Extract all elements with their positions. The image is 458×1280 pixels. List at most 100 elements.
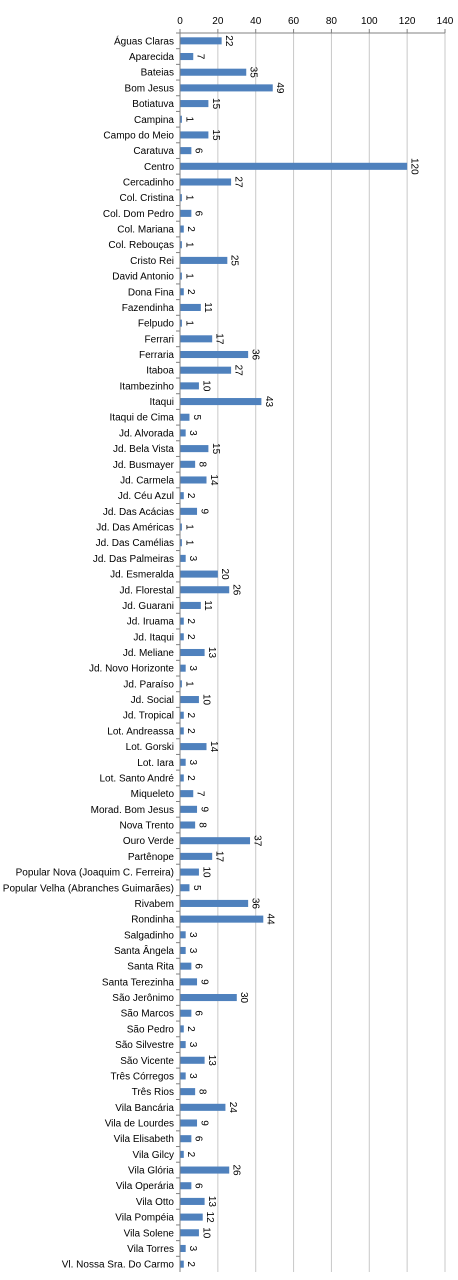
bar <box>180 241 182 249</box>
category-label: São Vicente <box>120 1056 174 1067</box>
data-label: 3 <box>187 932 198 938</box>
bar <box>180 1229 199 1237</box>
data-label: 3 <box>187 1042 198 1048</box>
bar <box>180 131 209 139</box>
bar <box>180 147 192 155</box>
category-label: Aparecida <box>129 52 174 63</box>
data-label: 10 <box>200 1227 211 1239</box>
category-label: São Pedro <box>127 1024 175 1035</box>
data-label: 2 <box>185 618 196 624</box>
data-label: 15 <box>210 129 221 141</box>
bar <box>180 1103 226 1111</box>
x-tick-label: 80 <box>326 16 338 27</box>
bar <box>180 225 184 233</box>
bar <box>180 398 262 406</box>
data-label: 3 <box>187 556 198 562</box>
bar <box>180 476 207 484</box>
category-label: Jd. Das Acácias <box>103 507 174 518</box>
bar <box>180 696 199 704</box>
category-label: Rivabem <box>135 899 174 910</box>
data-label: 6 <box>193 1010 204 1016</box>
bar <box>180 1088 196 1096</box>
category-label: Jd. Meliane <box>123 648 175 659</box>
data-label: 14 <box>208 741 219 753</box>
data-label: 17 <box>214 851 225 863</box>
category-label: Bom Jesus <box>125 83 174 94</box>
bar <box>180 852 213 860</box>
data-label: 13 <box>206 1196 217 1208</box>
bar <box>180 68 247 76</box>
category-label: Morad. Bom Jesus <box>91 805 174 816</box>
category-label: Fazendinha <box>122 303 175 314</box>
data-label: 6 <box>193 963 204 969</box>
data-label: 6 <box>193 1136 204 1142</box>
bar <box>180 1197 205 1205</box>
category-label: Vila Gilcy <box>133 1150 175 1161</box>
x-tick-label: 60 <box>288 16 300 27</box>
category-label: Jd. Carmela <box>120 475 174 486</box>
bar <box>180 507 198 515</box>
bars <box>180 37 408 1268</box>
category-label: Col. Dom Pedro <box>103 209 175 220</box>
category-label: Itambezinho <box>120 381 175 392</box>
bar <box>180 178 232 186</box>
data-label: 2 <box>185 493 196 499</box>
data-label: 3 <box>187 430 198 436</box>
bar <box>180 931 186 939</box>
bar <box>180 492 184 500</box>
data-label: 6 <box>193 211 204 217</box>
x-tick-label: 140 <box>437 16 454 27</box>
bar <box>180 1213 203 1221</box>
category-label: Popular Velha (Abranches Guimarães) <box>3 883 174 894</box>
bar <box>180 335 213 343</box>
category-label: Rondinha <box>131 915 174 926</box>
category-label: Jd. Esmeralda <box>110 570 174 581</box>
data-label: 2 <box>185 1152 196 1158</box>
category-labels: Águas Claras Aparecida Bateias Bom Jesus Bot… <box>3 32 180 1271</box>
data-label: 1 <box>183 242 194 248</box>
data-label: 15 <box>210 98 221 110</box>
bar <box>180 366 232 374</box>
data-label: 6 <box>193 148 204 154</box>
bar <box>180 711 184 719</box>
data-label: 36 <box>250 898 261 910</box>
category-label: Itaqui de Cima <box>110 413 175 424</box>
data-label: 26 <box>231 584 242 596</box>
category-label: Vila Glória <box>128 1166 174 1177</box>
data-label: 1 <box>183 524 194 530</box>
data-label: 10 <box>200 867 211 879</box>
data-label: 20 <box>219 569 230 581</box>
category-label: Jd. Paraíso <box>123 679 174 690</box>
bar <box>180 586 230 594</box>
bar <box>180 915 264 923</box>
data-label: 8 <box>197 1089 208 1095</box>
bar <box>180 445 209 453</box>
bar <box>180 303 201 311</box>
category-label: Jd. Das Palmeiras <box>93 554 174 565</box>
category-label: Vila Operária <box>116 1181 175 1192</box>
bar <box>180 1072 186 1080</box>
category-label: Três Córregos <box>110 1071 174 1082</box>
bar <box>180 460 196 468</box>
bar <box>180 837 251 845</box>
bar <box>180 868 199 876</box>
category-label: Vila Bancária <box>115 1103 174 1114</box>
bar <box>180 382 199 390</box>
bar <box>180 633 184 641</box>
data-label: 8 <box>197 462 208 468</box>
category-label: Lot. Andreassa <box>107 726 174 737</box>
data-label: 5 <box>191 414 202 420</box>
data-label: 22 <box>223 35 234 47</box>
bar <box>180 664 186 672</box>
category-label: Partênope <box>128 852 175 863</box>
bar <box>180 1166 230 1174</box>
data-label: 35 <box>248 67 259 79</box>
data-label: 14 <box>208 474 219 486</box>
category-label: Jd. Iruama <box>127 617 175 628</box>
bar <box>180 727 184 735</box>
category-label: Santa Rita <box>127 962 174 973</box>
data-label: 10 <box>200 694 211 706</box>
x-tick-label: 100 <box>361 16 378 27</box>
